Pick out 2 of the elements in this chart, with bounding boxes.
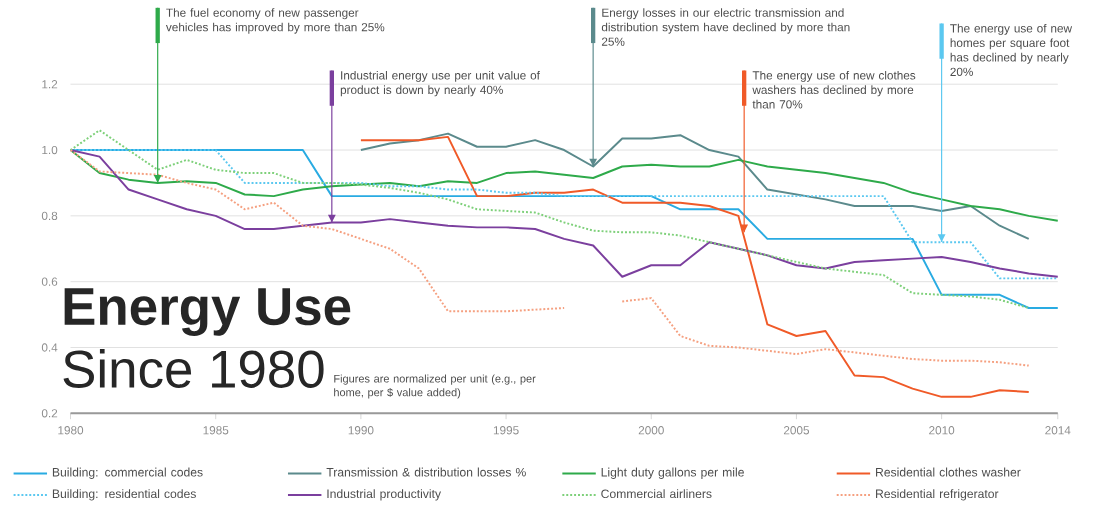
text: Energy Use xyxy=(64,287,351,336)
text: Since 1980 xyxy=(63,348,324,388)
